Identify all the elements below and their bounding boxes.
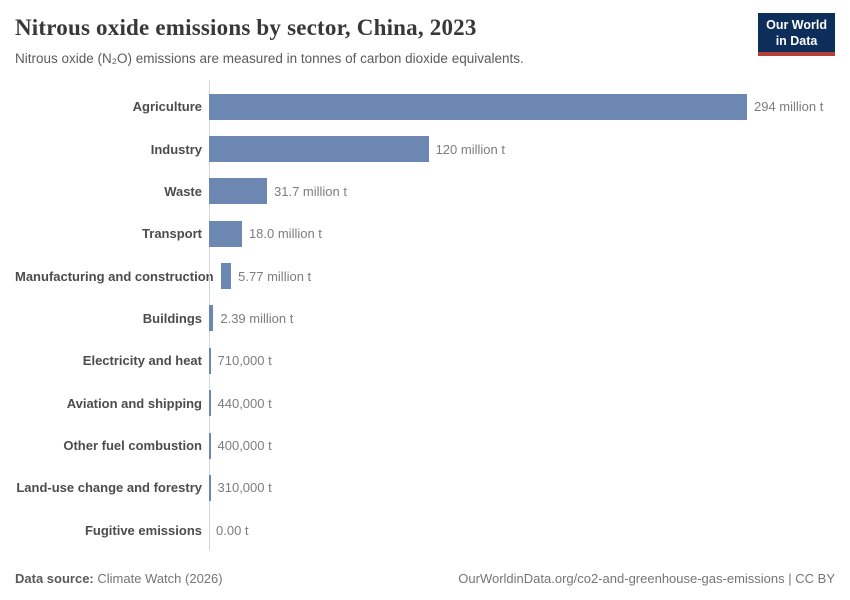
attribution: OurWorldinData.org/co2-and-greenhouse-ga…	[458, 571, 835, 586]
bar-row: Fugitive emissions 0.00 t	[15, 509, 835, 551]
owid-logo-line1: Our World	[766, 18, 827, 32]
value-label: 310,000 t	[217, 480, 272, 496]
data-source-value: Climate Watch (2026)	[93, 571, 223, 586]
bar-row: Waste 31.7 million t	[15, 170, 835, 212]
value-label: 18.0 million t	[248, 226, 322, 242]
bar-track: 400,000 t	[209, 424, 835, 466]
attribution-separator: |	[784, 571, 796, 586]
bar	[209, 474, 211, 501]
category-label: Aviation and shipping	[66, 395, 202, 411]
bar-track: 2.39 million t	[209, 297, 835, 339]
attribution-license: CC BY	[795, 571, 835, 586]
category-label: Buildings	[142, 310, 202, 326]
value-label: 710,000 t	[217, 353, 272, 369]
bar-track: 18.0 million t	[209, 213, 835, 255]
category-label: Waste	[164, 183, 202, 199]
bar	[209, 390, 211, 417]
category-label: Transport	[142, 226, 202, 242]
bar	[209, 136, 429, 162]
bar-track: 0.00 t	[209, 509, 835, 551]
bar-track: 120 million t	[209, 128, 835, 170]
bar-track: 310,000 t	[209, 467, 835, 509]
value-label: 294 million t	[754, 99, 824, 115]
value-label: 440,000 t	[217, 395, 272, 411]
bar-track: 294 million t	[209, 85, 835, 127]
chart-title: Nitrous oxide emissions by sector, China…	[15, 15, 477, 40]
bar-row: Electricity and heat 710,000 t	[15, 340, 835, 382]
owid-logo: Our World in Data	[758, 13, 835, 57]
value-label: 400,000 t	[217, 438, 272, 454]
title-block: Nitrous oxide emissions by sector, China…	[15, 14, 524, 67]
data-source: Data source: Climate Watch (2026)	[15, 571, 223, 586]
category-label: Fugitive emissions	[84, 522, 202, 538]
bar-row: Agriculture 294 million t	[15, 85, 835, 127]
value-label: 120 million t	[435, 141, 505, 157]
category-label: Electricity and heat	[82, 353, 202, 369]
bar	[220, 263, 232, 290]
bar	[209, 347, 211, 374]
category-label: Industry	[150, 141, 202, 157]
value-label: 5.77 million t	[238, 268, 312, 284]
bar-track: 710,000 t	[209, 340, 835, 382]
bar-row: Other fuel combustion 400,000 t	[15, 424, 835, 466]
bar-row: Industry 120 million t	[15, 128, 835, 170]
value-label: 0.00 t	[216, 522, 249, 538]
bar-chart: Agriculture 294 million t Industry 120 m…	[15, 80, 835, 552]
bar	[209, 178, 267, 205]
category-label: Agriculture	[132, 99, 202, 115]
bar-track: 440,000 t	[209, 382, 835, 424]
bar-row: Transport 18.0 million t	[15, 213, 835, 255]
value-label: 31.7 million t	[274, 183, 347, 199]
attribution-url: OurWorldinData.org/co2-and-greenhouse-ga…	[458, 571, 785, 586]
bar	[209, 93, 747, 120]
bar-track: 31.7 million t	[209, 170, 835, 212]
bar-row: Aviation and shipping 440,000 t	[15, 382, 835, 424]
bar-track: 5.77 million t	[220, 255, 835, 297]
chart-footer: Data source: Climate Watch (2026) OurWor…	[15, 571, 835, 586]
bar-rows: Agriculture 294 million t Industry 120 m…	[15, 85, 835, 551]
bar	[209, 220, 242, 247]
owid-logo-line2: in Data	[775, 33, 818, 48]
bar-row: Manufacturing and construction 5.77 mill…	[15, 255, 835, 297]
bar	[209, 432, 211, 459]
bar-row: Buildings 2.39 million t	[15, 297, 835, 339]
bar	[209, 305, 214, 332]
data-source-label: Data source:	[15, 571, 94, 586]
category-label: Manufacturing and construction	[15, 268, 214, 284]
category-label: Land-use change and forestry	[16, 480, 202, 496]
category-label: Other fuel combustion	[63, 438, 202, 454]
bar-row: Land-use change and forestry 310,000 t	[15, 467, 835, 509]
chart-subtitle: Nitrous oxide (N₂O) emissions are measur…	[15, 50, 524, 66]
chart-header: Nitrous oxide emissions by sector, China…	[15, 13, 835, 67]
value-label: 2.39 million t	[220, 310, 294, 326]
